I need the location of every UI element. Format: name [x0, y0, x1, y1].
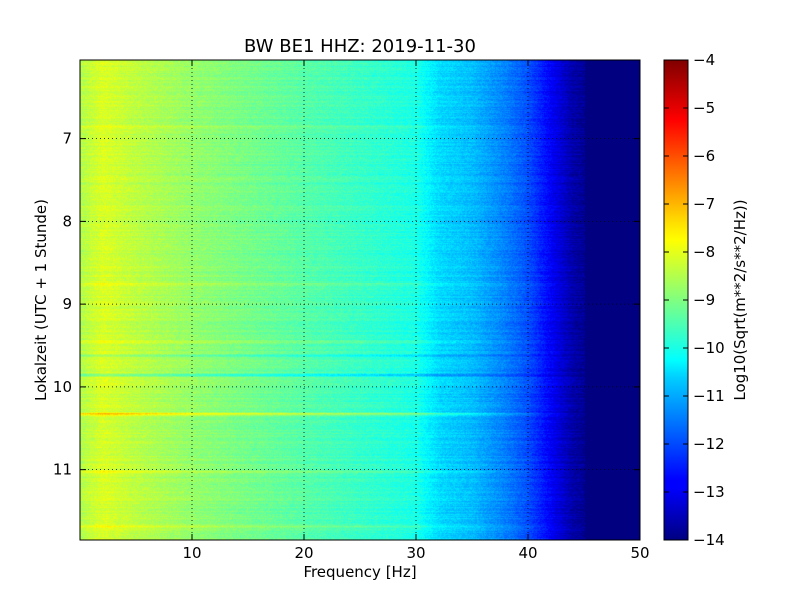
colorbar-tick-label: −10 — [693, 339, 725, 357]
colorbar-tick-label: −13 — [693, 483, 725, 501]
x-tick-label: 20 — [294, 544, 313, 562]
y-tick-label: 7 — [62, 130, 72, 148]
y-axis: 7 8 9 10 11 — [53, 130, 640, 479]
y-tick-label: 9 — [62, 295, 72, 313]
x-tick-label: 50 — [630, 544, 649, 562]
colorbar: −4 −5 −6 −7 −8 −9 −10 −11 −12 −13 −14 — [663, 51, 725, 549]
plot-area: 10 20 30 40 50 7 8 9 10 11 — [53, 59, 650, 562]
spectrogram-heatmap — [80, 60, 640, 540]
y-tick-label: 8 — [62, 212, 72, 230]
x-axis-label: Frequency [Hz] — [303, 563, 416, 581]
colorbar-tick-label: −14 — [693, 531, 725, 549]
colorbar-label: Log10(Sqrt(m**2/s**2/Hz)) — [731, 199, 749, 400]
x-tick-label: 40 — [518, 544, 537, 562]
colorbar-tick-label: −11 — [693, 387, 725, 405]
colorbar-tick-label: −7 — [693, 195, 715, 213]
colorbar-tick-label: −12 — [693, 435, 725, 453]
colorbar-tick-label: −8 — [693, 243, 715, 261]
y-tick-label: 11 — [53, 461, 72, 479]
colorbar-ticks: −4 −5 −6 −7 −8 −9 −10 −11 −12 −13 −14 — [664, 51, 725, 549]
y-tick-label: 10 — [53, 378, 72, 396]
grid-lines — [80, 60, 640, 540]
x-tick-label: 10 — [182, 544, 201, 562]
x-tick-label: 30 — [406, 544, 425, 562]
colorbar-tick-label: −5 — [693, 99, 715, 117]
colorbar-tick-label: −6 — [693, 147, 715, 165]
plot-frame — [79, 59, 641, 541]
y-axis-label: Lokalzeit (UTC + 1 Stunde) — [32, 199, 50, 401]
x-axis: 10 20 30 40 50 — [182, 60, 650, 562]
colorbar-tick-label: −4 — [693, 51, 715, 69]
colorbar-tick-label: −9 — [693, 291, 715, 309]
chart-title: BW BE1 HHZ: 2019-11-30 — [244, 36, 476, 57]
